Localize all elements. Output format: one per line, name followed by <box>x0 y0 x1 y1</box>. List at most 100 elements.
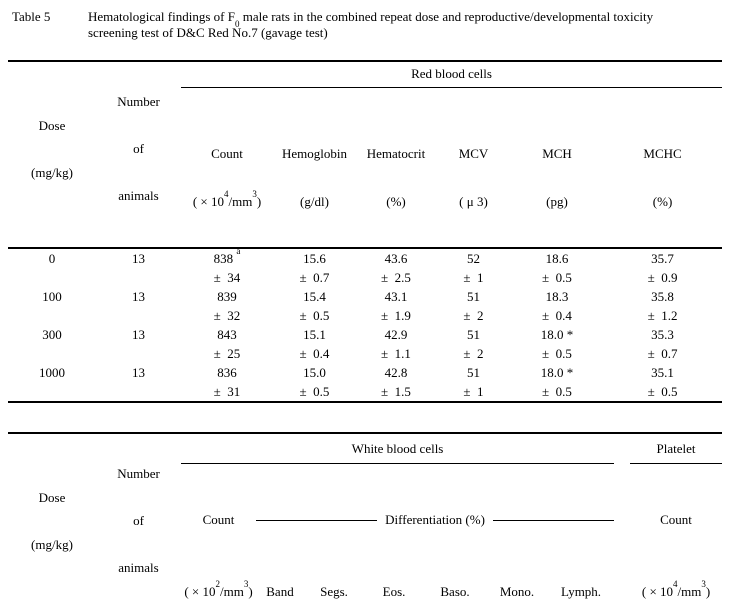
mean-value: 42.8 <box>384 365 408 380</box>
group-header-gap <box>614 433 630 464</box>
mean-value: 836 <box>217 365 237 380</box>
mean-value: 15.1 <box>303 327 326 342</box>
mchc-header: MCHC (%) <box>603 87 723 249</box>
differentiation-rule-left <box>256 519 378 521</box>
title-text-part2: male rats in the combined repeat dose an… <box>239 9 654 24</box>
sd-value: ± 0.5 <box>299 308 330 323</box>
dose-value: 100 <box>42 289 62 304</box>
hemoglobin-header: Hemoglobin (g/dl) <box>273 87 356 249</box>
lymph-header: Lymph. <box>548 576 615 602</box>
mean-value: 35.7 <box>651 251 674 266</box>
mean-value: 51 <box>467 289 480 304</box>
wbc-subheader-row: Count Differentiation (%) Count <box>8 464 722 577</box>
mean-value: 35.1 <box>651 365 674 380</box>
wbc-group-header: White blood cells <box>181 433 615 465</box>
platelet-count-header-line2: ( × 104/mm3) <box>630 576 723 602</box>
sd-value: ± 1.5 <box>381 384 411 399</box>
mean-value: 18.0 * <box>540 327 574 342</box>
sd-value: ± 0.5 <box>542 384 572 399</box>
sd-value: ± 2 <box>463 308 484 323</box>
mean-value: 15.4 <box>303 289 326 304</box>
rbc-count-header: Count ( × 104/mm3) <box>181 87 273 249</box>
rbc-column-header-row: Count ( × 104/mm3) Hemoglobin (g/dl) Hem… <box>8 87 723 249</box>
sd-value: ± 1.2 <box>647 308 678 323</box>
mean-value: 839 <box>217 289 237 304</box>
data-row-mean: 100 13 839 15.4 43.1 51 18.3 35.8 <box>8 287 722 306</box>
column-header-gap <box>614 576 631 602</box>
sd-value: ± 1 <box>463 270 484 285</box>
segs-header: Segs. <box>304 576 364 602</box>
animal-count-value: 13 <box>132 327 145 342</box>
sd-value: ± 0.4 <box>542 308 572 323</box>
mean-value: 52 <box>467 251 480 266</box>
platelet-group-header: Platelet <box>630 433 723 465</box>
data-row-sd: ± 34 ± 0.7 ± 2.5 ± 1 ± 0.5 ± 0.9 <box>8 268 722 287</box>
subheader-gap <box>614 464 630 577</box>
mean-value: 35.8 <box>651 289 674 304</box>
mean-value: 15.0 <box>303 365 326 380</box>
data-row-mean: 300 13 843 15.1 42.9 51 18.0 * 35.3 <box>8 325 722 344</box>
eos-header: Eos. <box>364 576 424 602</box>
rbc-table: Dose (mg/kg) Number of animals Red blood… <box>8 60 723 403</box>
sd-value: ± 0.5 <box>299 384 330 399</box>
dose-value: 300 <box>42 327 62 342</box>
sd-value: ± 0.7 <box>299 270 330 285</box>
wbc-table: Dose (mg/kg) Number of animals White blo… <box>8 432 723 602</box>
sd-value: ± 1 <box>463 384 484 399</box>
empty-cell <box>8 344 96 363</box>
mean-value: 42.9 <box>384 327 408 342</box>
dose-column-header: Dose (mg/kg) <box>8 61 96 249</box>
baso-header: Baso. <box>424 576 486 602</box>
sd-value: ± 1.9 <box>381 308 411 323</box>
sd-value: ± 0.9 <box>647 270 678 285</box>
sd-value: ± 25 <box>213 346 241 361</box>
table-caption: Table 5 Hematological findings of F0 mal… <box>8 9 722 41</box>
sd-value: ± 32 <box>213 308 241 323</box>
empty-cell <box>96 344 181 363</box>
wbc-column-header-row: ( × 102/mm3) Band Segs. Eos. Baso. Mono.… <box>8 576 723 602</box>
mcv-header: MCV ( μ 3) <box>436 87 511 249</box>
sd-value: ± 31 <box>213 384 241 399</box>
sd-value: ± 2.5 <box>381 270 411 285</box>
empty-cell <box>96 268 181 287</box>
mch-header: MCH (pg) <box>511 87 603 249</box>
dose-column-header: Dose (mg/kg) <box>8 433 96 602</box>
sd-value: ± 2 <box>463 346 484 361</box>
mean-value: 43.1 <box>384 289 408 304</box>
rbc-group-header: Red blood cells <box>181 61 723 88</box>
table-number: Table 5 <box>12 9 51 24</box>
dose-value: 0 <box>48 251 56 266</box>
mean-value: 43.6 <box>384 251 408 266</box>
differentiation-header: Differentiation (%) <box>256 464 615 577</box>
empty-cell <box>96 306 181 325</box>
data-row-mean: 1000 13 836 15.0 42.8 51 18.0 * 35.1 <box>8 363 722 382</box>
animal-count-value: 13 <box>132 365 145 380</box>
mean-value: 18.6 <box>545 251 569 266</box>
sd-value: ± 0.5 <box>542 270 572 285</box>
sd-value: ± 0.5 <box>542 346 572 361</box>
mean-value: 18.0 * <box>540 365 574 380</box>
title-text-line2: screening test of D&C Red No.7 (gavage t… <box>88 25 328 40</box>
title-subscript: 0 <box>234 18 240 29</box>
empty-cell <box>8 306 96 325</box>
hematocrit-header: Hematocrit (%) <box>356 87 436 249</box>
sd-value: ± 1.1 <box>381 346 411 361</box>
data-row-sd: ± 31 ± 0.5 ± 1.5 ± 1 ± 0.5 ± 0.5 <box>8 382 722 402</box>
empty-cell <box>8 382 96 402</box>
animal-count-value: 13 <box>132 251 145 266</box>
differentiation-rule-right <box>492 519 615 521</box>
mean-value: 838 a <box>213 245 241 266</box>
mean-value: 51 <box>467 327 480 342</box>
sd-value: ± 0.4 <box>299 346 330 361</box>
rbc-table-body: 0 13 838 a 15.6 43.6 52 18.6 35.7 ± 34 ± 0.7 ± 2.5… <box>8 245 722 402</box>
wbc-group-header-row: Dose (mg/kg) Number of animals White blo… <box>8 433 723 602</box>
mean-value: 51 <box>467 365 480 380</box>
dose-value: 1000 <box>39 365 65 380</box>
mono-header: Mono. <box>486 576 548 602</box>
data-row-mean: 0 13 838 a 15.6 43.6 52 18.6 35.7 <box>8 245 722 268</box>
wbc-count-header-line1: Count <box>202 512 235 528</box>
mean-value: 843 <box>217 327 237 342</box>
mean-value: 18.3 <box>545 289 569 304</box>
empty-cell <box>96 382 181 402</box>
